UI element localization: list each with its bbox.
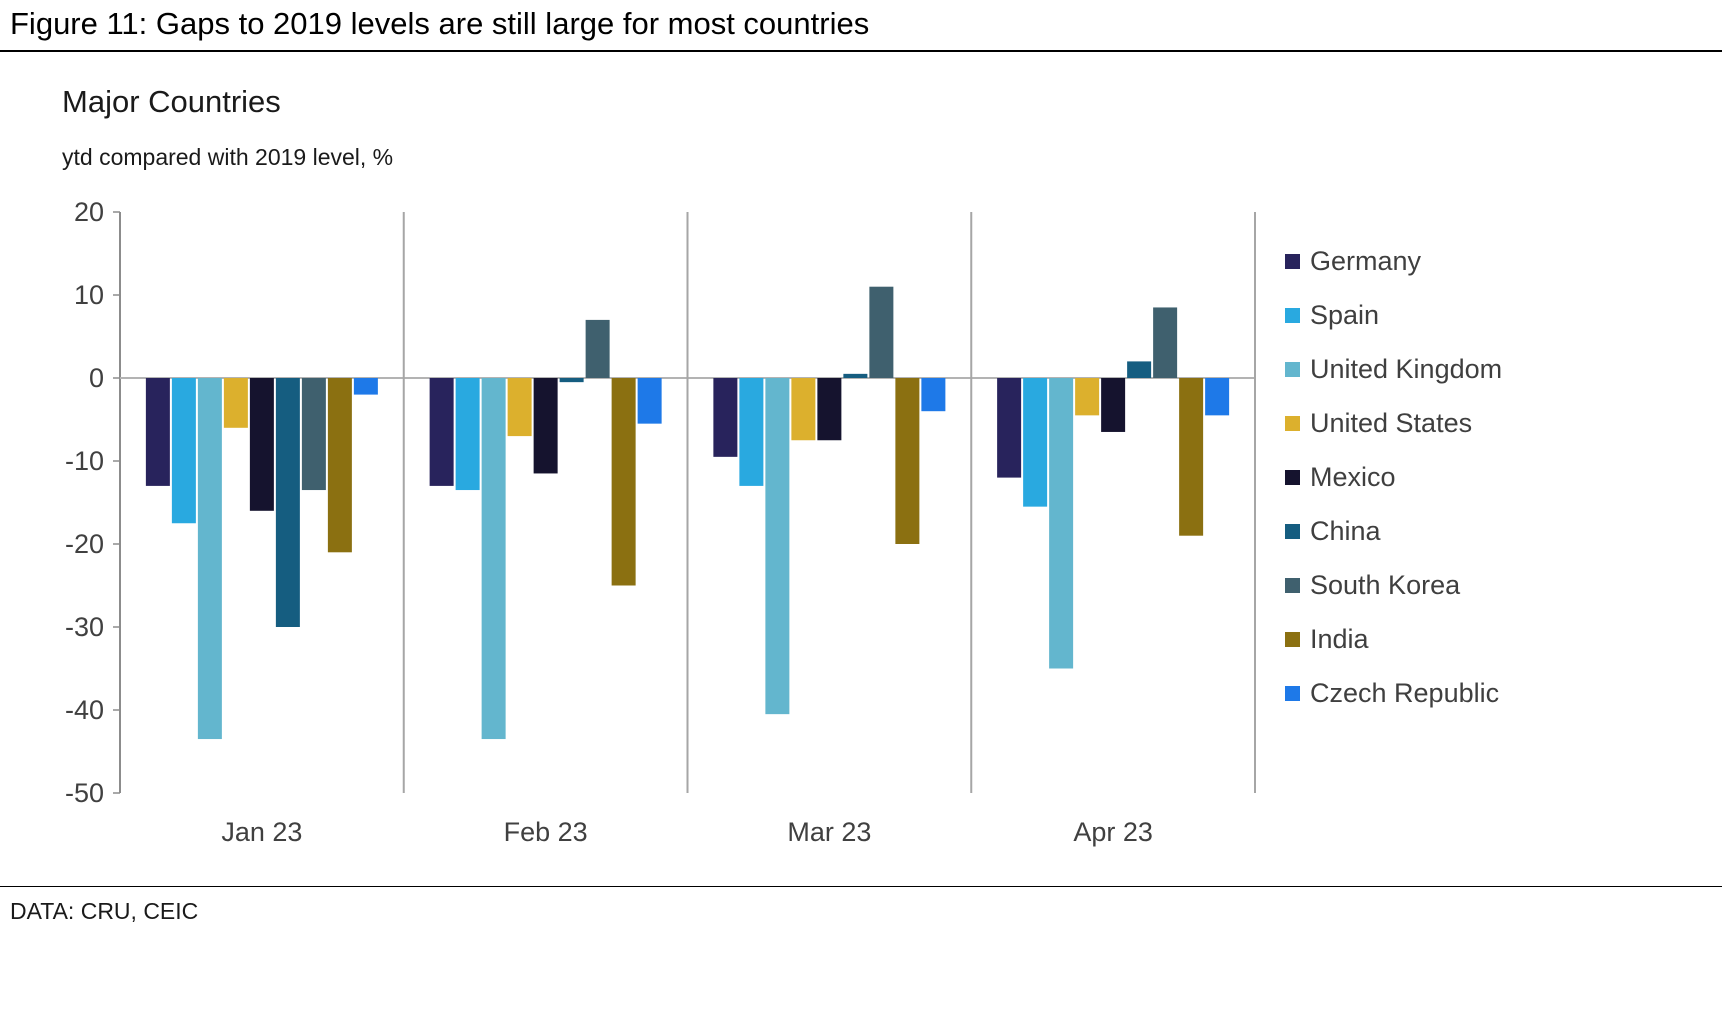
legend-item-india: India <box>1285 612 1705 666</box>
bar-united-states-apr-23 <box>1075 378 1100 416</box>
bar-south-korea-apr-23 <box>1153 307 1178 378</box>
x-axis-label: Apr 23 <box>1073 817 1153 847</box>
legend-item-spain: Spain <box>1285 288 1705 342</box>
chart-subtitle: ytd compared with 2019 level, % <box>62 144 394 170</box>
legend-item-south-korea: South Korea <box>1285 558 1705 612</box>
bar-mexico-mar-23 <box>817 378 842 441</box>
x-axis-label: Jan 23 <box>221 817 302 847</box>
bar-united-kingdom-jan-23 <box>197 378 222 740</box>
legend-label: Spain <box>1310 299 1380 330</box>
bar-china-feb-23 <box>559 378 584 383</box>
legend-item-china: China <box>1285 504 1705 558</box>
legend-item-mexico: Mexico <box>1285 450 1705 504</box>
figure-title: Figure 11: Gaps to 2019 levels are still… <box>10 6 870 41</box>
bar-mexico-feb-23 <box>533 378 558 474</box>
legend-label: Germany <box>1310 245 1422 276</box>
chart-area: 20 10 0 -10 -20 -30 -40 -50 Jan 23 Feb 23 Mar 23 Ap… <box>0 197 1270 860</box>
legend-swatch-united-kingdom <box>1285 361 1300 377</box>
bar-china-jan-23 <box>275 378 300 627</box>
title-divider <box>0 50 1722 52</box>
y-tick-label: -20 <box>65 529 104 559</box>
bar-germany-apr-23 <box>997 378 1022 478</box>
bar-india-jan-23 <box>327 378 352 553</box>
bar-spain-feb-23 <box>455 378 480 491</box>
bar-czech-republic-feb-23 <box>637 378 662 424</box>
bar-united-kingdom-mar-23 <box>765 378 790 715</box>
y-tick-label: -40 <box>65 695 104 725</box>
bar-india-mar-23 <box>895 378 920 544</box>
legend-swatch-india <box>1285 631 1300 647</box>
bar-spain-jan-23 <box>171 378 196 524</box>
legend-label: India <box>1310 623 1369 654</box>
legend-item-united-kingdom: United Kingdom <box>1285 342 1705 396</box>
bar-mexico-jan-23 <box>249 378 274 511</box>
legend-swatch-china <box>1285 523 1300 539</box>
bar-spain-apr-23 <box>1023 378 1048 507</box>
legend-label: Mexico <box>1310 461 1396 492</box>
bar-germany-jan-23 <box>145 378 170 486</box>
bar-germany-feb-23 <box>429 378 454 486</box>
bar-united-kingdom-apr-23 <box>1049 378 1074 669</box>
x-axis-label: Mar 23 <box>787 817 871 847</box>
bar-united-states-feb-23 <box>507 378 532 437</box>
bar-united-states-jan-23 <box>223 378 248 428</box>
bar-united-states-mar-23 <box>791 378 816 441</box>
bar-india-apr-23 <box>1179 378 1204 536</box>
bar-czech-republic-mar-23 <box>921 378 946 412</box>
legend-label: United Kingdom <box>1310 353 1503 384</box>
y-tick-label: 10 <box>74 280 104 310</box>
bar-south-korea-jan-23 <box>301 378 326 491</box>
chart-title: Major Countries <box>62 84 281 119</box>
bar-czech-republic-jan-23 <box>353 378 378 395</box>
x-axis-label: Feb 23 <box>504 817 588 847</box>
bar-mexico-apr-23 <box>1101 378 1126 432</box>
bar-south-korea-mar-23 <box>869 286 894 378</box>
legend-item-czech-republic: Czech Republic <box>1285 666 1705 720</box>
bar-india-feb-23 <box>611 378 636 586</box>
legend-item-united-states: United States <box>1285 396 1705 450</box>
footer-divider <box>0 886 1722 887</box>
y-tick-label: 0 <box>89 363 104 393</box>
legend-swatch-mexico <box>1285 469 1300 485</box>
legend-swatch-czech-republic <box>1285 685 1300 701</box>
bar-china-mar-23 <box>843 373 868 378</box>
legend-label: United States <box>1310 407 1473 438</box>
y-tick-label: 20 <box>74 200 104 227</box>
bar-south-korea-feb-23 <box>585 319 610 378</box>
legend-label: Czech Republic <box>1310 677 1500 708</box>
y-tick-label: -10 <box>65 446 104 476</box>
chart-legend: Germany Spain United Kingdom United States M… <box>1285 234 1705 720</box>
bar-spain-mar-23 <box>739 378 764 486</box>
legend-swatch-spain <box>1285 307 1300 323</box>
legend-label: China <box>1310 515 1381 546</box>
y-tick-label: -50 <box>65 778 104 808</box>
data-source: DATA: CRU, CEIC <box>10 898 199 924</box>
legend-item-germany: Germany <box>1285 234 1705 288</box>
bar-china-apr-23 <box>1127 361 1152 378</box>
legend-label: South Korea <box>1310 569 1461 600</box>
chart-canvas: 20 10 0 -10 -20 -30 -40 -50 Jan 23 Feb 23 Mar 23 Ap… <box>65 197 1256 847</box>
bar-czech-republic-apr-23 <box>1205 378 1230 416</box>
legend-swatch-united-states <box>1285 415 1300 431</box>
bar-germany-mar-23 <box>713 378 738 457</box>
y-tick-label: -30 <box>65 612 104 642</box>
legend-swatch-south-korea <box>1285 577 1300 593</box>
legend-swatch-germany <box>1285 253 1300 269</box>
bar-united-kingdom-feb-23 <box>481 378 506 740</box>
